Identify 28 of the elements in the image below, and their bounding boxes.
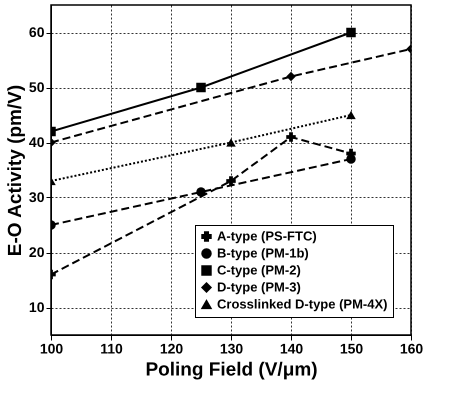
point <box>196 187 206 197</box>
y-tick-label: 60 <box>28 24 45 40</box>
x-tick-label: 110 <box>100 340 124 356</box>
legend-label: D-type (PM-3) <box>217 280 301 294</box>
y-tick-label: 10 <box>28 299 45 315</box>
point <box>226 176 236 186</box>
x-tick-label: 100 <box>40 340 64 356</box>
y-tick-label: 30 <box>28 189 45 205</box>
y-tick-label: 20 <box>28 244 45 260</box>
y-tick-label: 40 <box>28 134 45 150</box>
x-tick-label: 130 <box>220 340 244 356</box>
x-tick-label: 140 <box>280 340 304 356</box>
point <box>346 28 356 38</box>
legend-label: B-type (PM-1b) <box>217 246 309 260</box>
x-tick-label: 150 <box>340 340 364 356</box>
point <box>196 82 206 92</box>
x-axis-title: Poling Field (V/μm) <box>145 360 318 380</box>
y-axis-title: E-O Activity (pm/V) <box>4 84 26 256</box>
point <box>286 132 296 142</box>
legend-label: C-type (PM-2) <box>217 262 301 278</box>
x-tick-label: 160 <box>400 340 424 356</box>
point <box>226 138 236 147</box>
y-tick-label: 50 <box>28 79 45 95</box>
x-tick-label: 120 <box>160 340 184 356</box>
legend-label: Crosslinked D-type (PM-4X) <box>217 296 388 312</box>
point <box>346 154 356 164</box>
point <box>346 110 356 120</box>
legend-label: A-type (PS-FTC) <box>217 228 317 244</box>
